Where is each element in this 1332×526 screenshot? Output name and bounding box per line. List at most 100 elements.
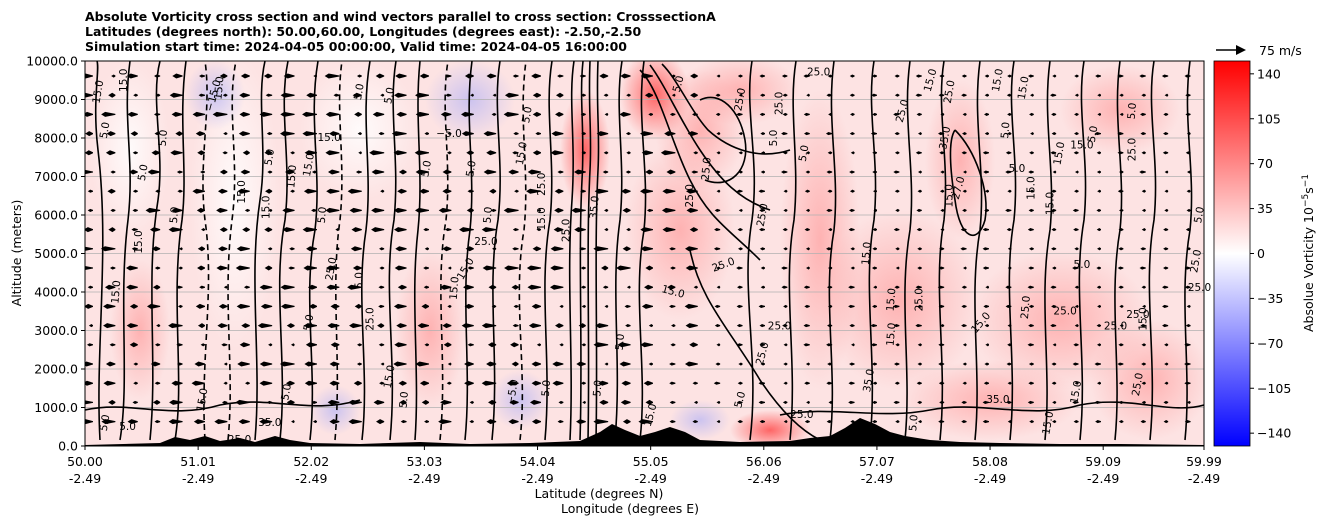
wind-arrow	[335, 228, 340, 232]
wind-arrow	[599, 399, 609, 405]
wind-arrow	[671, 324, 676, 328]
wind-arrow	[1117, 362, 1124, 366]
wind-arrow	[396, 111, 407, 117]
x-tick-label-lon: -2.49	[1087, 471, 1119, 486]
wind-arrow	[357, 343, 362, 347]
wind-arrow	[531, 73, 541, 79]
wind-arrow	[196, 207, 205, 213]
wind-arrow	[369, 150, 385, 156]
wind-arrow	[1119, 112, 1124, 116]
contour-label: 15.0	[944, 184, 956, 207]
wind-arrow	[85, 92, 93, 98]
wind-arrow	[1074, 189, 1079, 193]
wind-arrow	[223, 362, 228, 366]
wind-arrow	[85, 303, 93, 309]
wind-arrow	[1164, 362, 1169, 366]
wind-arrow	[85, 131, 93, 137]
wind-arrow	[736, 400, 743, 404]
y-tick-label: 0.0	[58, 439, 78, 454]
wind-arrow	[393, 150, 407, 156]
wind-arrow	[645, 399, 653, 405]
wind-arrow	[601, 265, 609, 271]
wind-arrow	[939, 247, 945, 251]
wind-arrow	[350, 246, 362, 252]
wind-arrow	[223, 132, 228, 136]
wind-arrow	[804, 304, 810, 308]
wind-arrow	[644, 284, 653, 290]
wind-arrow	[1185, 93, 1191, 97]
wind-arrow	[580, 285, 586, 289]
contour-label: 15.0	[212, 76, 226, 100]
title-line-3: Simulation start time: 2024-04-05 00:00:…	[85, 39, 627, 54]
wind-arrow	[579, 247, 586, 251]
wind-arrow	[685, 265, 698, 271]
wind-arrow	[550, 150, 564, 156]
wind-arrow	[805, 170, 810, 174]
wind-arrow	[415, 207, 429, 213]
wind-arrow	[466, 207, 474, 213]
y-tick-label: 1000.0	[34, 400, 78, 415]
contour-label: 5.0	[119, 421, 136, 433]
wind-arrow	[1051, 132, 1057, 136]
wind-arrow	[961, 74, 967, 78]
wind-arrow	[461, 111, 474, 117]
wind-arrow	[596, 131, 609, 137]
wind-arrow	[127, 419, 138, 425]
wind-arrow	[1163, 266, 1169, 270]
wind-arrow	[872, 304, 877, 308]
contour-label: 25.0	[684, 184, 696, 207]
wind-arrow	[304, 380, 317, 386]
wind-arrow	[217, 188, 228, 194]
wind-arrow	[1006, 93, 1012, 97]
wind-arrow	[419, 73, 429, 79]
wind-arrow	[828, 112, 833, 116]
wind-arrow	[1163, 112, 1169, 116]
wind-arrow	[1184, 362, 1191, 366]
wind-arrow	[580, 93, 586, 97]
wind-arrow	[1184, 420, 1191, 424]
y-tick-label: 9000.0	[34, 92, 78, 107]
wind-arrow	[760, 170, 765, 174]
wind-arrow	[400, 420, 407, 424]
wind-arrow	[282, 207, 295, 213]
wind-arrow	[549, 284, 564, 290]
wind-arrow	[916, 381, 922, 385]
wind-arrow	[576, 361, 586, 367]
wind-arrow	[639, 188, 653, 194]
wind-arrow	[280, 111, 295, 117]
wind-arrow	[938, 381, 945, 385]
wind-arrow	[329, 131, 340, 137]
wind-arrow	[621, 380, 631, 386]
wind-arrow	[532, 92, 541, 98]
wind-arrow	[447, 304, 452, 308]
wind-arrow	[686, 207, 698, 213]
wind-arrow	[379, 266, 385, 270]
wind-arrow	[894, 362, 900, 366]
wind-arrow	[126, 284, 138, 290]
wind-arrow	[713, 247, 721, 251]
wind-arrow	[827, 189, 833, 193]
wind-arrow	[303, 265, 317, 271]
wind-arrow	[267, 247, 273, 251]
contour-label: 15.0	[448, 276, 462, 300]
wind-arrow	[1052, 266, 1057, 270]
wind-arrow	[872, 74, 877, 78]
wind-arrow	[760, 132, 765, 136]
wind-arrow	[154, 132, 161, 136]
wind-arrow	[828, 266, 833, 270]
wind-arrow	[464, 303, 474, 309]
wind-arrow	[85, 73, 93, 79]
wind-arrow	[626, 93, 631, 97]
wind-arrow	[687, 131, 698, 137]
wind-arrow	[333, 93, 340, 97]
wind-arrow	[1097, 112, 1101, 116]
wind-arrow	[488, 399, 497, 405]
contour-label: 15.0	[118, 69, 130, 92]
wind-arrow	[985, 189, 989, 193]
wind-arrow	[290, 151, 295, 155]
wind-arrow	[714, 304, 721, 308]
contour-lines	[85, 61, 1204, 441]
wind-arrow	[1097, 247, 1101, 251]
colorbar-axis: 140 105 70 35 0 −35 −70 −105 −140	[1250, 66, 1291, 441]
wind-arrow	[105, 150, 116, 156]
